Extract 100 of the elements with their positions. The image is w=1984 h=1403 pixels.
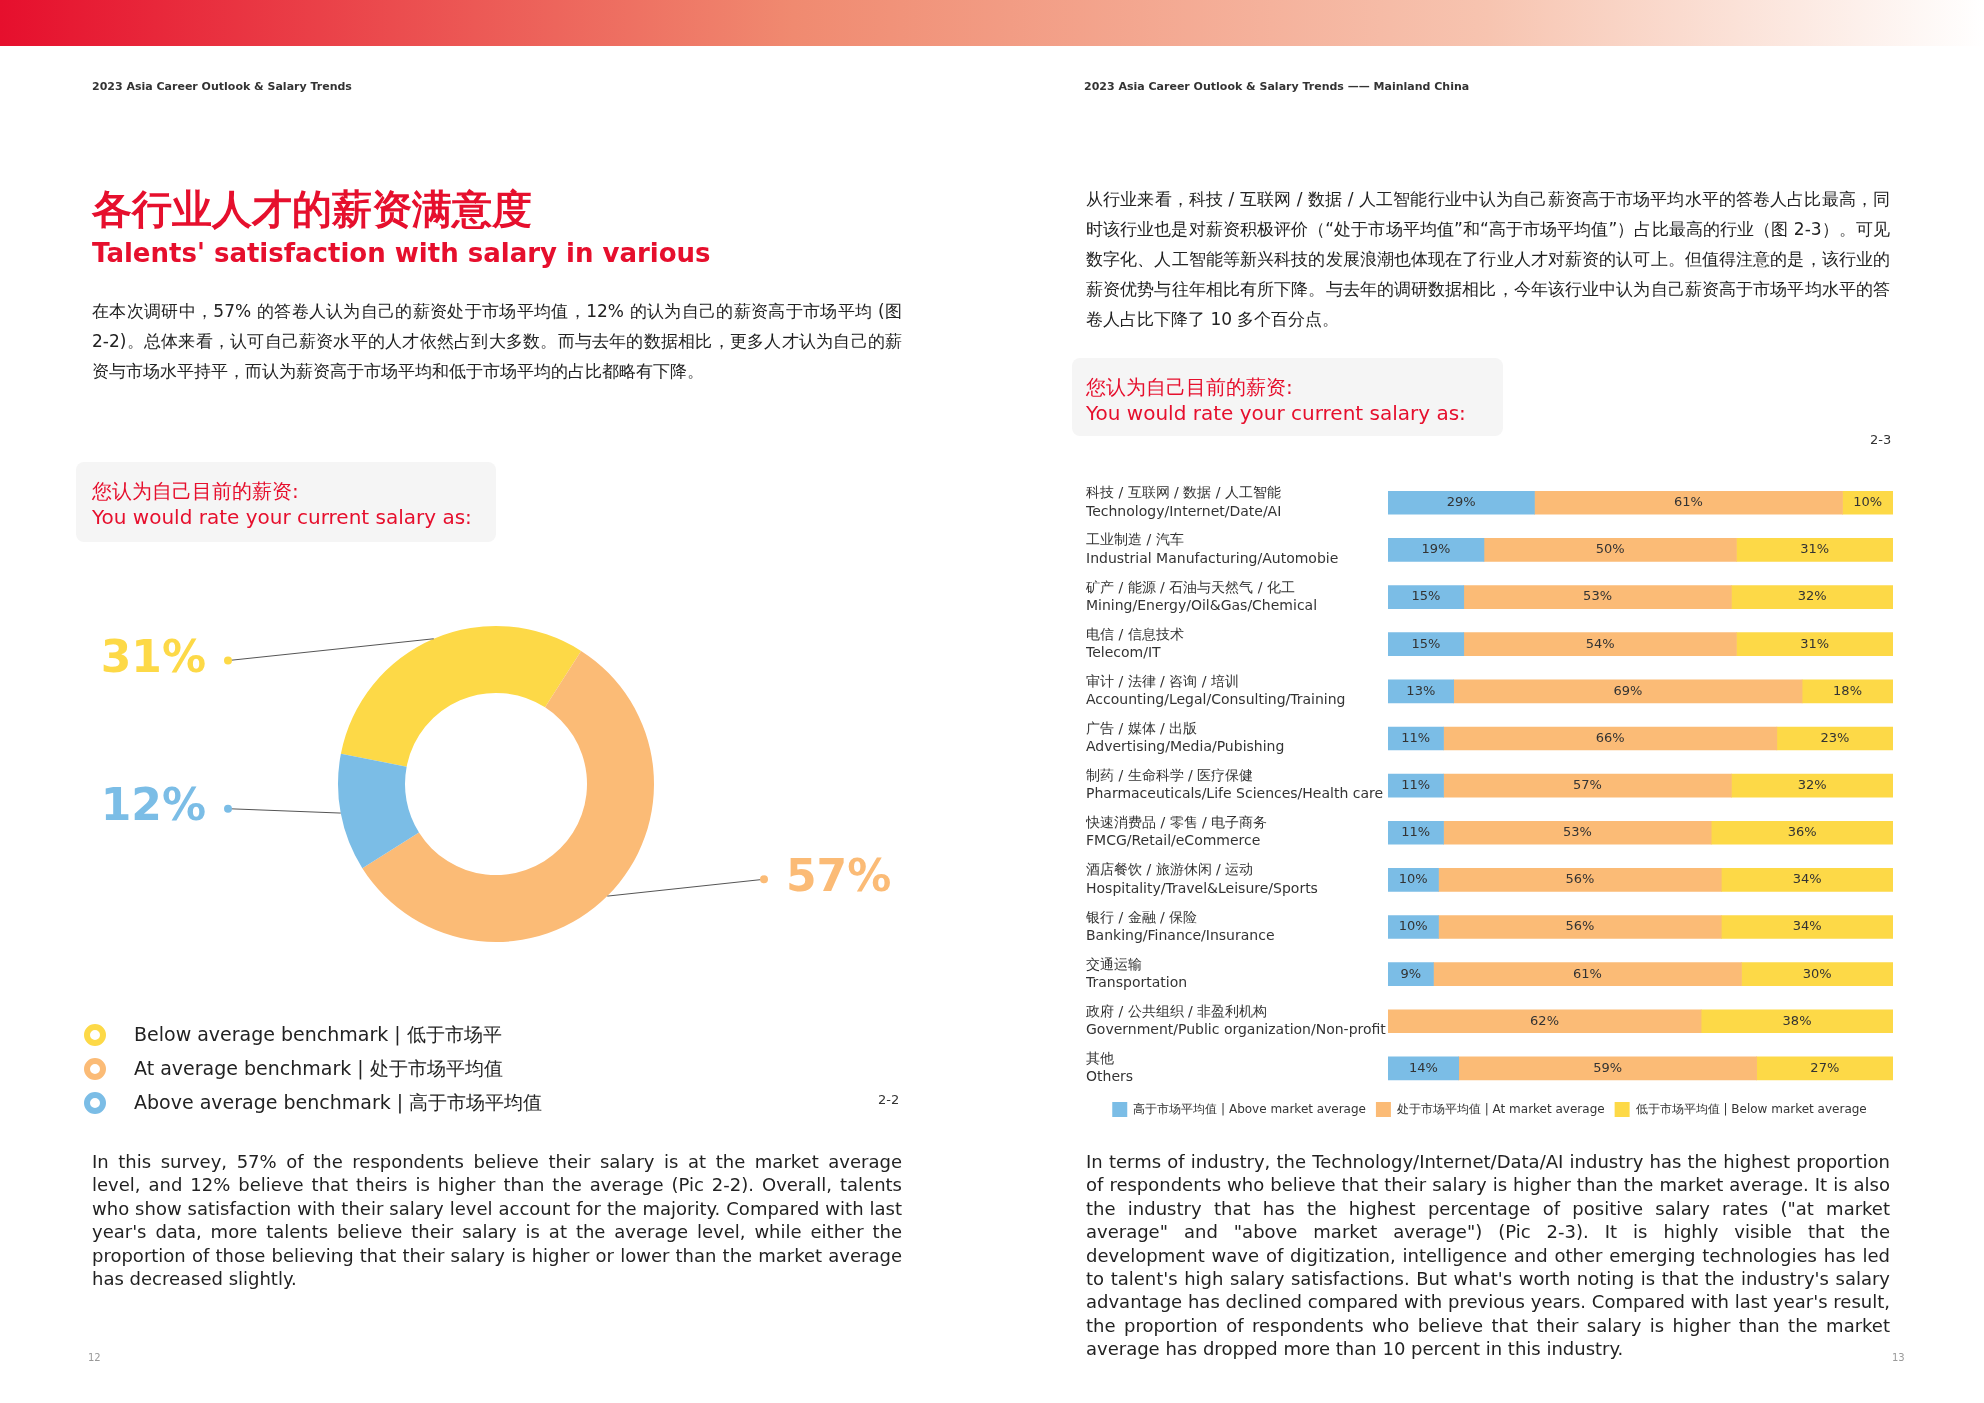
- chart-title: 各行业人才的薪资满意度: [92, 185, 532, 234]
- text: 在本次调研中，57% 的答卷人认为自己的薪资处于市场平均值，12% 的认为自己的薪资高于市场平均 (图 2-2)。总体来看，认可自己薪资水平的人才依然占到大多数。而与去年的数据相比，更多人才认为自己的薪资与市场水平持平，而认为薪资高于市场平均和低于市场平均的占比都略有下降。: [92, 300, 902, 383]
- legend-label: Below average benchmark | 低于市场平: [134, 1022, 502, 1048]
- data-label: 31%: [100, 631, 206, 682]
- legend-label: 高于市场平均值 | Above market average: [1133, 1101, 1366, 1116]
- data-label: 50%: [1595, 541, 1625, 557]
- bar: [1443, 820, 1712, 845]
- data-label: 32%: [1797, 776, 1827, 792]
- data-label: 34%: [1792, 871, 1822, 887]
- y-tick-label: 政府 / 公共组织 / 非盈利机构 Government/Public organization/Non-profit: [1086, 1002, 1387, 1038]
- bar: [1438, 868, 1722, 892]
- data-label: 59%: [1593, 1059, 1623, 1075]
- data-label: 69%: [1613, 682, 1643, 698]
- data-label: 32%: [1797, 588, 1827, 604]
- bar: [1741, 962, 1893, 986]
- data-label: 36%: [1787, 824, 1817, 840]
- text: 2-3: [1870, 432, 1892, 447]
- text: 2-2: [878, 1092, 900, 1107]
- data-label: 11%: [1401, 776, 1431, 792]
- legend-label: At average benchmark | 处于市场平均值: [134, 1056, 503, 1082]
- y-tick-label: 其他 Others: [1086, 1049, 1134, 1085]
- text: 从行业来看，科技 / 互联网 / 数据 / 人工智能行业中认为自己薪资高于市场平均水平的答卷人占比最高，同时该行业也是对薪资积极评价（“处于市场平均值”和“高于市场平均值”）占比最高的行业（图 2-3）。可见数字化、人工智能等新兴科技的发展浪潮也体现在了行业人才对薪资的认可上。但值得注意的是，该行业的薪资优势与往年相比有所下降。与去年的调研数据相比，今年该行业中认为自己薪资高于市场平均水平的答卷人占比下降了 10 多个百分点。: [1086, 188, 1890, 331]
- y-tick-label: 快速消费品 / 零售 / 电子商务 FMCG/Retail/eCommerce: [1085, 814, 1268, 849]
- bar: [1731, 773, 1893, 798]
- bar: [1443, 773, 1732, 798]
- data-label: 18%: [1833, 682, 1862, 698]
- data-label: 15%: [1411, 635, 1441, 651]
- bar: [1433, 962, 1742, 986]
- data-label: 54%: [1585, 635, 1615, 651]
- bar: [1438, 915, 1722, 939]
- bar: [1534, 490, 1843, 515]
- data-label: 15%: [1411, 588, 1441, 604]
- bar: [1736, 632, 1893, 657]
- bar: [1483, 538, 1737, 562]
- y-tick-label: 电信 / 信息技术 Telecom/IT: [1085, 625, 1184, 660]
- data-label: 62%: [1530, 1012, 1559, 1028]
- bar: [1776, 726, 1893, 751]
- data-label: 9%: [1400, 965, 1422, 981]
- text: 12: [88, 1352, 101, 1363]
- y-tick-label: 审计 / 法律 / 咨询 / 培训 Accounting/Legal/Consulting/Training: [1086, 672, 1346, 708]
- bar: [1710, 820, 1893, 845]
- legend-label: 处于市场平均值 | At market average: [1396, 1101, 1605, 1116]
- text: 2023 Asia Career Outlook & Salary Trends —— Mainland China: [1084, 80, 1470, 93]
- text: 您认为自己目前的薪资:: [92, 478, 299, 505]
- data-label: 11%: [1401, 729, 1431, 745]
- data-label: 19%: [1421, 541, 1451, 557]
- y-tick-label: 制药 / 生命科学 / 医疗保健 Pharmaceuticals/Life Sciences/Health care: [1086, 767, 1384, 802]
- data-label: 13%: [1406, 682, 1436, 698]
- y-tick-label: 矿产 / 能源 / 石油与天然气 / 化工 Mining/Energy/Oil&Gas/Chemical: [1085, 578, 1318, 613]
- data-label: 61%: [1573, 965, 1602, 981]
- bar: [1388, 915, 1439, 939]
- bar: [1443, 726, 1778, 751]
- y-tick-label: 酒店餐饮 / 旅游休闲 / 运动 Hospitality/Travel&Leisure/Sports: [1086, 861, 1318, 896]
- text: 13: [1892, 1352, 1905, 1363]
- data-label: 66%: [1595, 729, 1625, 745]
- data-label: 11%: [1401, 824, 1431, 840]
- data-label: 53%: [1583, 588, 1613, 604]
- data-label: 57%: [1573, 776, 1602, 792]
- y-tick-label: 银行 / 金融 / 保险 Banking/Finance/Insurance: [1085, 908, 1275, 943]
- bar: [1458, 1056, 1757, 1081]
- bar: [1388, 538, 1485, 562]
- data-label: 30%: [1802, 965, 1832, 981]
- bar: [1388, 1009, 1702, 1034]
- bar: [1463, 585, 1732, 609]
- bar: [1388, 962, 1434, 986]
- data-label: 53%: [1562, 824, 1592, 840]
- text: 2023 Asia Career Outlook & Salary Trends: [92, 80, 352, 93]
- text: 您认为自己目前的薪资:: [1086, 374, 1293, 401]
- data-label: 56%: [1565, 871, 1595, 887]
- bar: [1463, 632, 1737, 657]
- data-label: 10%: [1853, 494, 1883, 510]
- text: In this survey, 57% of the respondents believe their salary is at the market average level, and 12% believe that theirs is higher than the average (Pic 2-2). Overall, talents who show satisfaction with their salary level account for the majority. Compared with last year's data, more talents believe their salary is at the average level, while either the proportion of those believing that their salary is higher or lower than the market average has decreased slightly.: [92, 1150, 902, 1291]
- legend-label: Above average benchmark | 高于市场平均值: [134, 1090, 543, 1116]
- data-label: 38%: [1782, 1012, 1812, 1028]
- y-tick-label: 广告 / 媒体 / 出版 Advertising/Media/Pubishing: [1086, 720, 1285, 755]
- legend-label: 低于市场平均值 | Below market average: [1635, 1101, 1867, 1116]
- data-label: 14%: [1408, 1059, 1438, 1075]
- data-label: 34%: [1792, 918, 1822, 934]
- data-label: 10%: [1398, 918, 1428, 934]
- data-label: 10%: [1398, 871, 1428, 887]
- bar: [1388, 679, 1454, 704]
- bar: [1731, 585, 1893, 609]
- bar: [1453, 679, 1803, 704]
- data-label: 27%: [1810, 1059, 1840, 1075]
- bar: [1700, 1009, 1893, 1034]
- y-tick-label: 交通运输 Transportation: [1085, 955, 1188, 990]
- bar: [1388, 820, 1444, 845]
- text: You would rate your current salary as:: [92, 505, 472, 529]
- data-label: 61%: [1674, 494, 1703, 510]
- data-label: 29%: [1446, 494, 1476, 510]
- data-label: 23%: [1820, 729, 1850, 745]
- data-label: 31%: [1800, 635, 1830, 651]
- bar: [1756, 1056, 1893, 1081]
- chart-subtitle: Talents' satisfaction with salary in various: [92, 238, 711, 268]
- text: You would rate your current salary as:: [1086, 401, 1466, 425]
- data-label: 57%: [786, 849, 892, 901]
- bar: [1388, 585, 1465, 609]
- bar: [1736, 538, 1893, 562]
- bar: [1388, 868, 1439, 892]
- bar: [1388, 632, 1465, 657]
